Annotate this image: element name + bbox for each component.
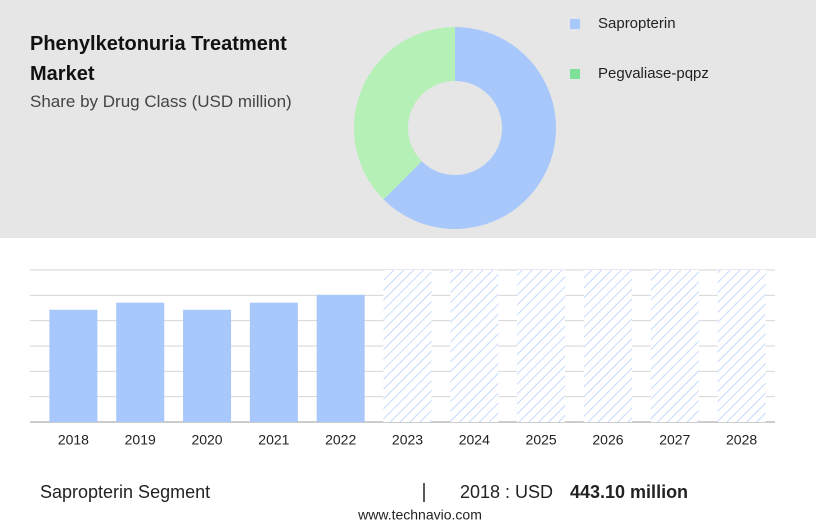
chart-title: Phenylketonuria Treatment Market — [30, 33, 287, 85]
x-tick-label: 2020 — [191, 432, 222, 448]
forecast-placeholder — [383, 270, 432, 422]
chart-subtitle: Share by Drug Class (USD million) — [30, 92, 292, 111]
bar — [316, 294, 365, 422]
source: www.technavio.com — [357, 507, 482, 523]
x-tick-label: 2021 — [258, 432, 289, 448]
donut-slice — [353, 27, 455, 200]
x-tick-label: 2019 — [125, 432, 156, 448]
bar — [49, 309, 98, 422]
x-tick-label: 2025 — [526, 432, 557, 448]
forecast-placeholder — [517, 270, 566, 422]
bar — [116, 302, 165, 422]
footer-segment: Sapropterin Segment — [40, 482, 210, 502]
forecast-placeholder — [583, 270, 632, 422]
legend-swatch — [570, 69, 580, 79]
footer-year: 2018 : USD — [460, 482, 553, 502]
x-tick-label: 2026 — [592, 432, 623, 448]
forecast-placeholder — [450, 270, 499, 422]
x-tick-label: 2028 — [726, 432, 757, 448]
donut-slice — [383, 27, 556, 229]
x-tick-label: 2023 — [392, 432, 423, 448]
legend-swatch — [570, 19, 580, 29]
forecast-placeholder — [650, 270, 699, 422]
x-tick-label: 2022 — [325, 432, 356, 448]
legend-label: Sapropterin — [598, 15, 676, 32]
bar — [249, 302, 298, 422]
x-tick-label: 2024 — [459, 432, 490, 448]
bar — [183, 309, 232, 422]
forecast-placeholder — [717, 270, 766, 422]
legend-label: Pegvaliase-pqpz — [598, 65, 709, 82]
x-tick-label: 2018 — [58, 432, 89, 448]
x-tick-label: 2027 — [659, 432, 690, 448]
footer-value: 443.10 million — [570, 482, 688, 502]
